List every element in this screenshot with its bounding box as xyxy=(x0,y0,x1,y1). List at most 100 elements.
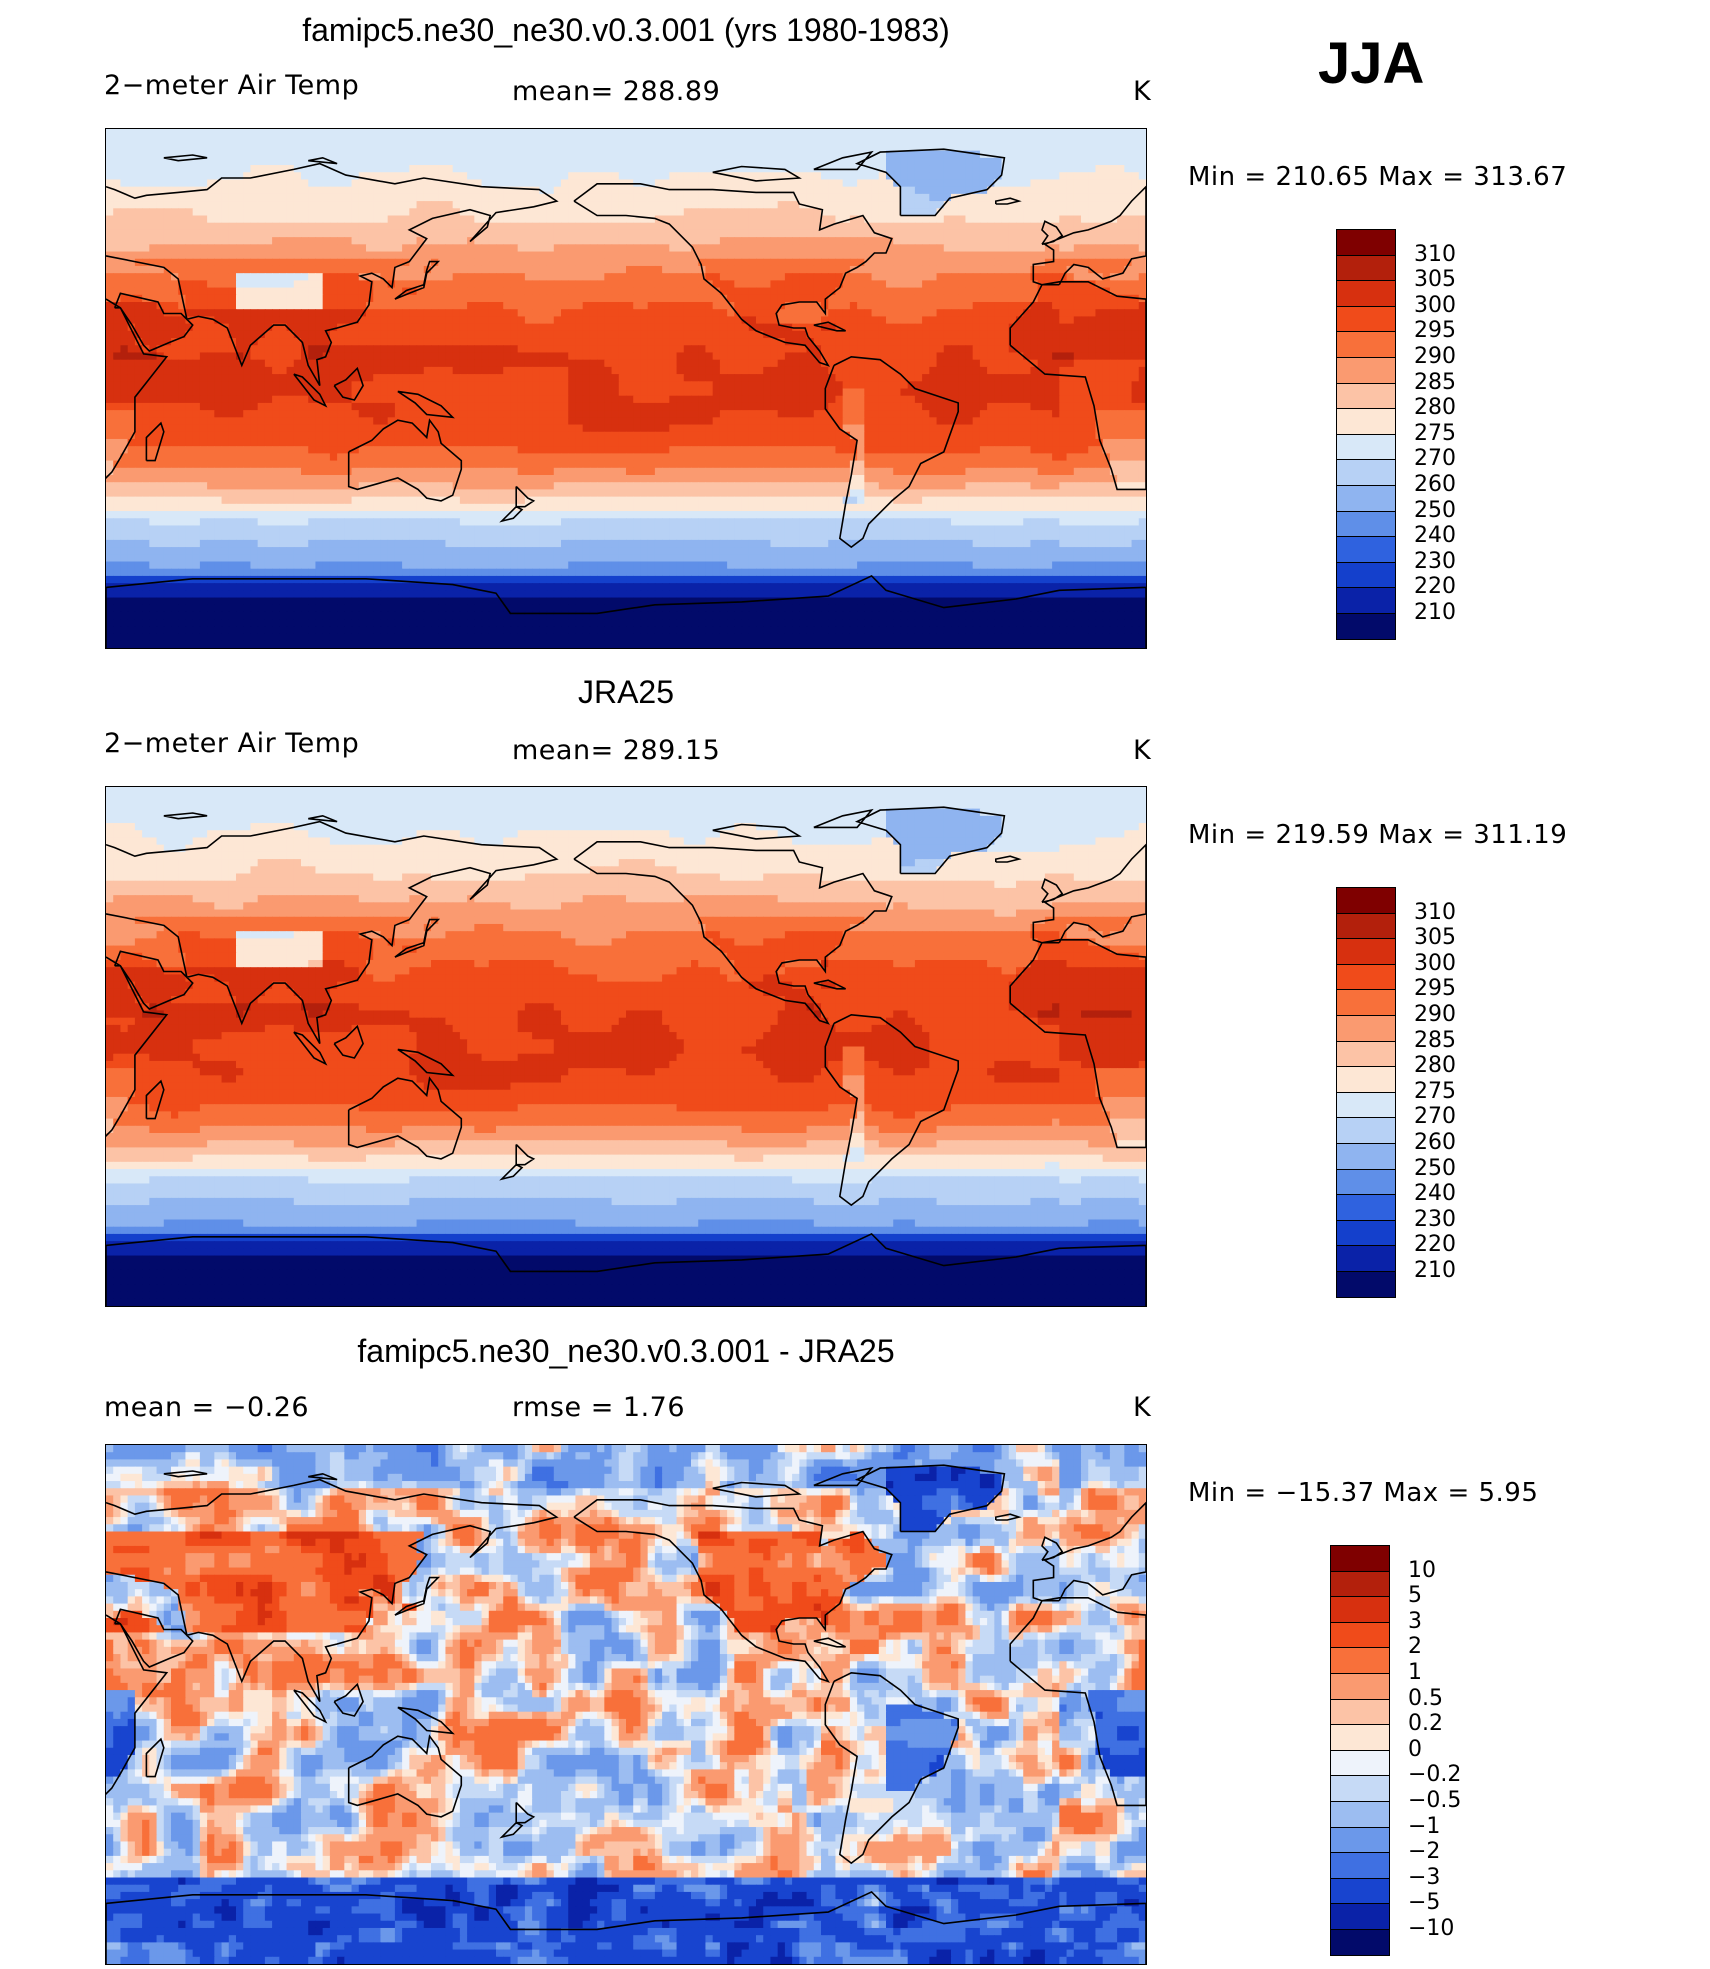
map-cell xyxy=(1102,280,1111,289)
map-cell xyxy=(358,150,367,159)
map-cell xyxy=(163,172,172,181)
map-cell xyxy=(315,265,324,274)
map-cell xyxy=(113,316,122,325)
map-cell xyxy=(510,208,519,217)
map-cell xyxy=(380,258,389,267)
map-cell xyxy=(315,294,324,303)
map-cell xyxy=(366,172,374,181)
map-cell xyxy=(243,265,252,274)
map-cell xyxy=(264,287,273,296)
map-cell xyxy=(604,330,613,339)
map-cell xyxy=(618,129,627,137)
map-cell xyxy=(207,129,215,137)
map-cell xyxy=(236,201,244,209)
map-cell xyxy=(358,143,367,152)
map-cell xyxy=(264,265,273,274)
map-cell xyxy=(857,193,865,202)
map-cell xyxy=(459,172,468,181)
map-cell xyxy=(748,287,757,296)
map-cell xyxy=(799,338,808,346)
map-cell xyxy=(337,136,345,145)
map-cell xyxy=(337,359,345,368)
map-cell xyxy=(171,287,179,296)
map-cell xyxy=(459,294,468,303)
map-cell xyxy=(1081,294,1089,303)
map-cell xyxy=(734,309,743,318)
map-cell xyxy=(423,244,432,253)
map-cell xyxy=(207,374,215,382)
map-cell xyxy=(589,150,598,159)
map-cell xyxy=(734,172,743,181)
map-cell xyxy=(1131,338,1140,346)
map-cell xyxy=(965,172,974,181)
map-cell xyxy=(185,165,194,173)
map-cell xyxy=(900,237,909,245)
map-cell xyxy=(1081,157,1089,166)
map-cell xyxy=(589,273,598,281)
map-cell xyxy=(214,244,223,253)
map-cell xyxy=(532,143,540,152)
map-cell xyxy=(741,302,750,310)
map-cell xyxy=(618,265,627,274)
map-cell xyxy=(936,129,945,137)
map-cell xyxy=(748,215,757,224)
map-cell xyxy=(568,208,577,217)
map-cell xyxy=(842,330,851,339)
map-cell xyxy=(965,258,974,267)
map-cell xyxy=(474,258,483,267)
map-cell xyxy=(481,165,490,173)
map-cell xyxy=(532,323,540,332)
map-cell xyxy=(900,136,909,145)
map-cell xyxy=(315,229,324,238)
map-cell xyxy=(719,280,728,289)
map-cell xyxy=(784,280,793,289)
map-cell xyxy=(835,287,844,296)
map-cell xyxy=(1138,208,1146,217)
map-cell xyxy=(149,193,158,202)
map-cell xyxy=(561,345,569,354)
map-cell xyxy=(777,237,786,245)
map-cell xyxy=(431,222,439,231)
map-cell xyxy=(106,330,114,339)
map-cell xyxy=(315,359,324,368)
map-cell xyxy=(626,150,634,159)
map-cell xyxy=(929,273,938,281)
map-cell xyxy=(1088,165,1097,173)
map-cell xyxy=(871,287,880,296)
map-cell xyxy=(387,208,396,217)
map-cell xyxy=(568,352,577,361)
map-cell xyxy=(1088,193,1097,202)
map-cell xyxy=(987,287,995,296)
map-cell xyxy=(546,129,555,137)
map-cell xyxy=(142,330,150,339)
map-cell xyxy=(748,150,757,159)
map-cell xyxy=(1059,330,1068,339)
map-cell xyxy=(936,366,945,375)
map-cell xyxy=(510,179,519,188)
map-cell xyxy=(474,294,483,303)
map-cell xyxy=(1008,201,1017,209)
map-cell xyxy=(886,345,894,354)
map-cell xyxy=(1059,265,1068,274)
map-cell xyxy=(907,208,916,217)
map-cell xyxy=(1008,323,1017,332)
map-cell xyxy=(199,359,208,368)
map-cell xyxy=(1081,323,1089,332)
map-cell xyxy=(799,316,808,325)
map-cell xyxy=(503,316,512,325)
map-cell xyxy=(221,229,230,238)
map-cell xyxy=(871,186,880,195)
map-cell xyxy=(431,374,439,382)
map-cell xyxy=(199,366,208,375)
map-cell xyxy=(322,309,331,318)
map-cell xyxy=(849,366,858,375)
map-cell xyxy=(951,237,959,245)
map-cell xyxy=(199,136,208,145)
map-cell xyxy=(900,222,909,231)
map-cell xyxy=(431,229,439,238)
map-cell xyxy=(691,352,699,361)
map-cell xyxy=(770,338,779,346)
map-cell xyxy=(394,309,403,318)
map-cell xyxy=(438,280,447,289)
map-cell xyxy=(647,215,656,224)
